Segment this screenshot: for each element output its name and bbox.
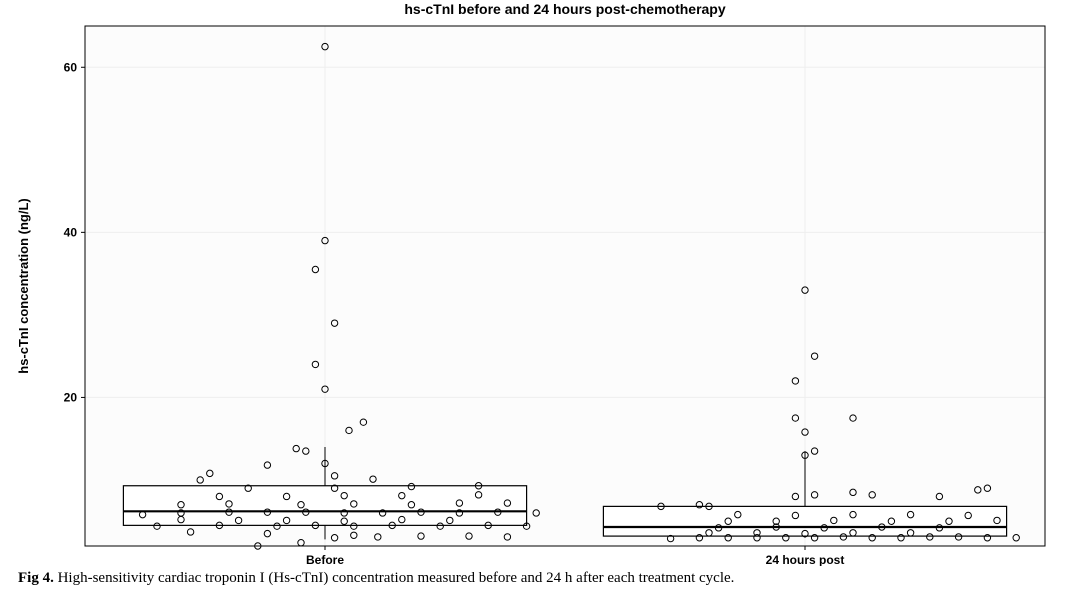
caption-text: High-sensitivity cardiac troponin I (Hs-… [58,570,735,586]
boxplot-chart: 20 40 60 Before 24 hours post hs-cTnI before … [0,0,1080,566]
svg-text:Before: Before [306,553,344,566]
svg-text:24 hours post: 24 hours post [766,553,845,566]
caption-label: Fig 4. [18,570,54,586]
svg-text:20: 20 [64,390,78,404]
svg-text:hs-cTnI before and 24 hours po: hs-cTnI before and 24 hours post-chemoth… [404,1,725,17]
figure-caption: Fig 4. High-sensitivity cardiac troponin… [0,566,1080,587]
svg-text:60: 60 [64,60,78,74]
svg-text:hs-cTnI concentration (ng/L): hs-cTnI concentration (ng/L) [16,198,31,374]
svg-text:40: 40 [64,225,78,239]
